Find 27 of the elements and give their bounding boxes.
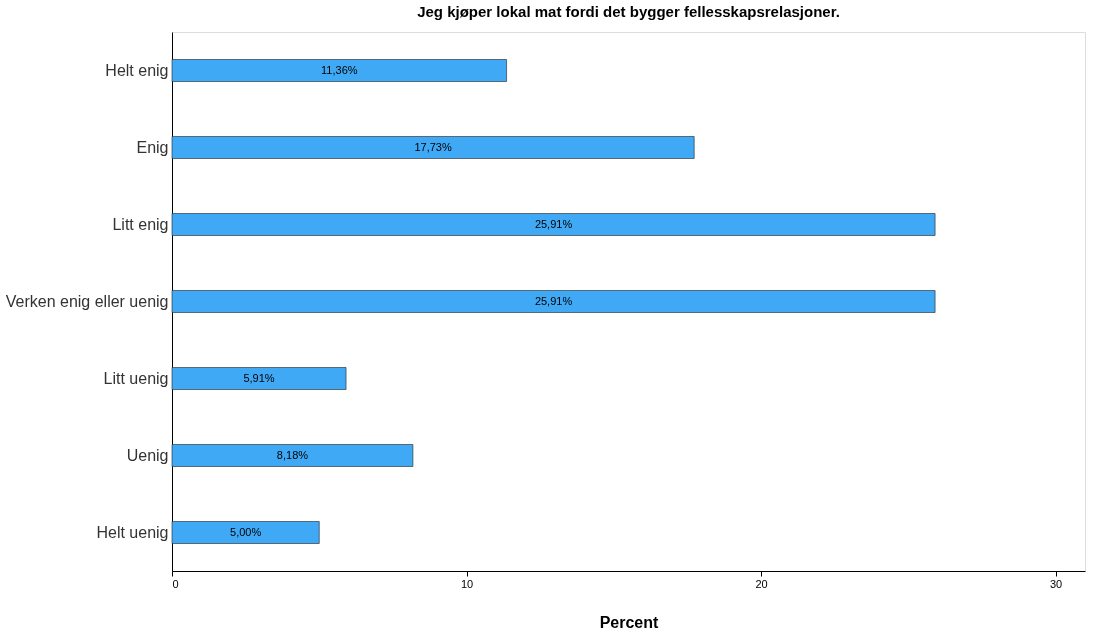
y-tick-label: Litt enig bbox=[112, 215, 169, 233]
y-tick-label: Helt enig bbox=[105, 61, 169, 79]
bar bbox=[171, 290, 936, 313]
chart-title: Jeg kjøper lokal mat fordi det bygger fellesskapsrelasjoner. bbox=[417, 3, 840, 20]
data-label: 11,36% bbox=[321, 63, 358, 76]
x-tick-label: 30 bbox=[1049, 577, 1063, 590]
y-tick-label: Helt uenig bbox=[96, 523, 169, 541]
data-label: 25,91% bbox=[534, 217, 573, 230]
x-tick-label: 10 bbox=[460, 577, 474, 590]
data-label: 5,00% bbox=[230, 525, 262, 538]
y-tick-label: Litt uenig bbox=[103, 369, 169, 387]
data-label: 5,91% bbox=[243, 371, 275, 384]
bar bbox=[171, 367, 347, 390]
data-label: 17,73% bbox=[414, 140, 452, 153]
x-tick-label: 20 bbox=[755, 577, 768, 590]
x-tick-label: 0 bbox=[172, 577, 179, 590]
data-label: 8,18% bbox=[276, 448, 309, 461]
y-tick-label: Enig bbox=[136, 138, 169, 156]
bar bbox=[171, 59, 507, 82]
bar bbox=[171, 213, 936, 236]
y-tick-label: Uenig bbox=[126, 446, 169, 464]
x-axis-title: Percent bbox=[599, 613, 660, 631]
bar bbox=[171, 136, 695, 159]
bar bbox=[171, 444, 414, 467]
bar bbox=[171, 521, 320, 544]
y-tick-label: Verken enig eller uenig bbox=[5, 292, 169, 310]
data-label: 25,91% bbox=[534, 294, 573, 307]
